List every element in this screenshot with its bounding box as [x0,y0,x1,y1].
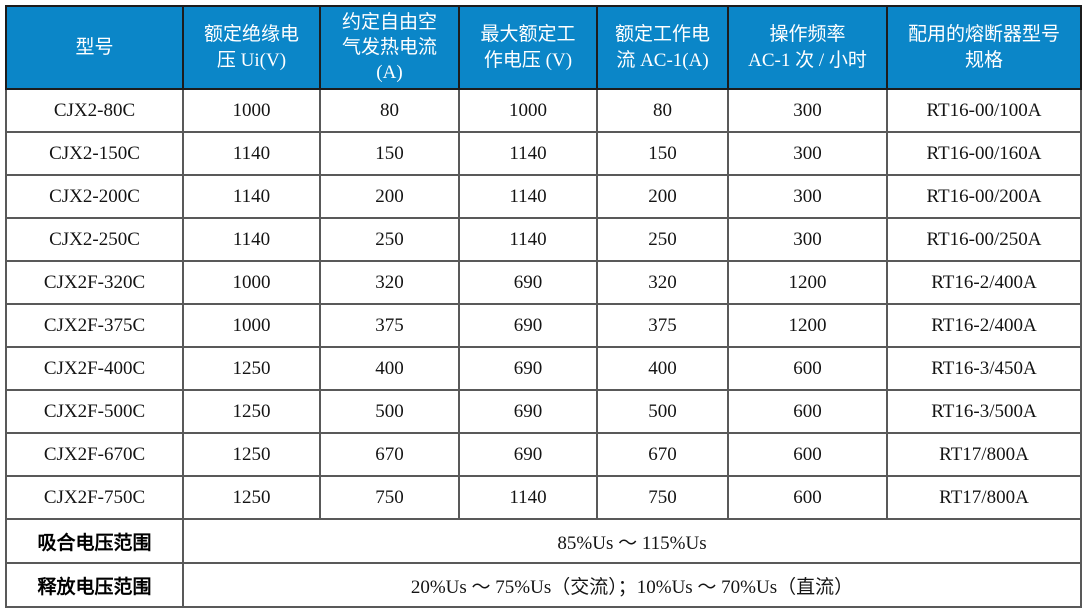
pickup-voltage-value: 85%Us ～ 115%Us [182,518,1082,564]
model-cell: CJX2F-320C [5,260,184,305]
model-cell: CJX2-150C [5,131,184,176]
value-cell: 200 [596,174,729,219]
value-cell: 150 [596,131,729,176]
value-cell: 1250 [182,389,321,434]
value-cell: 690 [458,303,598,348]
value-cell: 200 [319,174,460,219]
value-cell: 690 [458,260,598,305]
table-row: CJX2-150C 1140 150 1140 150 300 RT16-00/160A [5,131,1082,176]
value-cell: 600 [727,389,888,434]
header-insulation-voltage: 额定绝缘电 压 Ui(V) [182,5,321,90]
value-cell: 375 [596,303,729,348]
value-cell: 400 [596,346,729,391]
value-cell: 250 [319,217,460,262]
header-fuse-type: 配用的熔断器型号 规格 [886,5,1082,90]
value-cell: 1000 [182,303,321,348]
value-cell: 670 [319,432,460,477]
value-cell: 300 [727,217,888,262]
value-cell: 500 [596,389,729,434]
header-thermal-current: 约定自由空 气发热电流 (A) [319,5,460,90]
model-cell: CJX2F-670C [5,432,184,477]
value-cell: 300 [727,88,888,133]
value-cell: RT16-00/200A [886,174,1082,219]
table-header: 型号 额定绝缘电 压 Ui(V) 约定自由空 气发热电流 (A) 最大额定工 作… [5,5,1082,90]
value-cell: RT17/800A [886,432,1082,477]
value-cell: RT16-3/500A [886,389,1082,434]
value-cell: 150 [319,131,460,176]
table-row: CJX2F-320C 1000 320 690 320 1200 RT16-2/400A [5,260,1082,305]
value-cell: 1140 [182,217,321,262]
header-operation-frequency: 操作频率 AC-1 次 / 小时 [727,5,888,90]
value-cell: 750 [596,475,729,520]
value-cell: 1140 [458,475,598,520]
pickup-voltage-label: 吸合电压范围 [5,518,184,564]
value-cell: 600 [727,475,888,520]
value-cell: 80 [319,88,460,133]
value-cell: 1000 [458,88,598,133]
table-row: CJX2-80C 1000 80 1000 80 300 RT16-00/100A [5,88,1082,133]
value-cell: 400 [319,346,460,391]
header-model: 型号 [5,5,184,90]
table-row: CJX2F-750C 1250 750 1140 750 600 RT17/800A [5,475,1082,520]
model-cell: CJX2-250C [5,217,184,262]
value-cell: 80 [596,88,729,133]
header-rated-current: 额定工作电 流 AC-1(A) [596,5,729,90]
value-cell: RT16-2/400A [886,303,1082,348]
value-cell: 670 [596,432,729,477]
value-cell: 690 [458,389,598,434]
value-cell: RT17/800A [886,475,1082,520]
value-cell: RT16-2/400A [886,260,1082,305]
table-row: CJX2F-375C 1000 375 690 375 1200 RT16-2/400A [5,303,1082,348]
value-cell: 300 [727,131,888,176]
value-cell: 750 [319,475,460,520]
value-cell: 250 [596,217,729,262]
release-voltage-value: 20%Us ～ 75%Us（交流）；10%Us ～ 70%Us（直流） [182,562,1082,608]
model-cell: CJX2F-500C [5,389,184,434]
value-cell: 1200 [727,260,888,305]
value-cell: 320 [596,260,729,305]
model-cell: CJX2-80C [5,88,184,133]
table-row: CJX2-200C 1140 200 1140 200 300 RT16-00/200A [5,174,1082,219]
value-cell: 1140 [182,174,321,219]
value-cell: 690 [458,432,598,477]
value-cell: 500 [319,389,460,434]
value-cell: 1140 [182,131,321,176]
table-row: CJX2F-500C 1250 500 690 500 600 RT16-3/500A [5,389,1082,434]
value-cell: 1200 [727,303,888,348]
table-footer: 吸合电压范围 85%Us ～ 115%Us 释放电压范围 20%Us ～ 75%… [5,518,1082,608]
value-cell: 375 [319,303,460,348]
contactor-spec-table: 型号 额定绝缘电 压 Ui(V) 约定自由空 气发热电流 (A) 最大额定工 作… [5,5,1082,608]
model-cell: CJX2F-375C [5,303,184,348]
model-cell: CJX2-200C [5,174,184,219]
value-cell: RT16-00/100A [886,88,1082,133]
table-row: CJX2F-670C 1250 670 690 670 600 RT17/800A [5,432,1082,477]
pickup-voltage-row: 吸合电压范围 85%Us ～ 115%Us [5,518,1082,564]
table-row: CJX2F-400C 1250 400 690 400 600 RT16-3/450A [5,346,1082,391]
value-cell: 300 [727,174,888,219]
value-cell: RT16-3/450A [886,346,1082,391]
value-cell: 600 [727,346,888,391]
table-row: CJX2-250C 1140 250 1140 250 300 RT16-00/250A [5,217,1082,262]
release-voltage-label: 释放电压范围 [5,562,184,608]
model-cell: CJX2F-400C [5,346,184,391]
value-cell: 1140 [458,217,598,262]
value-cell: 1140 [458,174,598,219]
header-row: 型号 额定绝缘电 压 Ui(V) 约定自由空 气发热电流 (A) 最大额定工 作… [5,5,1082,90]
release-voltage-row: 释放电压范围 20%Us ～ 75%Us（交流）；10%Us ～ 70%Us（直… [5,562,1082,608]
value-cell: 1000 [182,88,321,133]
value-cell: 1000 [182,260,321,305]
model-cell: CJX2F-750C [5,475,184,520]
value-cell: 1250 [182,475,321,520]
value-cell: RT16-00/160A [886,131,1082,176]
value-cell: RT16-00/250A [886,217,1082,262]
header-max-working-voltage: 最大额定工 作电压 (V) [458,5,598,90]
value-cell: 1250 [182,346,321,391]
table-body: CJX2-80C 1000 80 1000 80 300 RT16-00/100A CJX2-… [5,88,1082,520]
value-cell: 320 [319,260,460,305]
value-cell: 1250 [182,432,321,477]
value-cell: 1140 [458,131,598,176]
value-cell: 600 [727,432,888,477]
value-cell: 690 [458,346,598,391]
